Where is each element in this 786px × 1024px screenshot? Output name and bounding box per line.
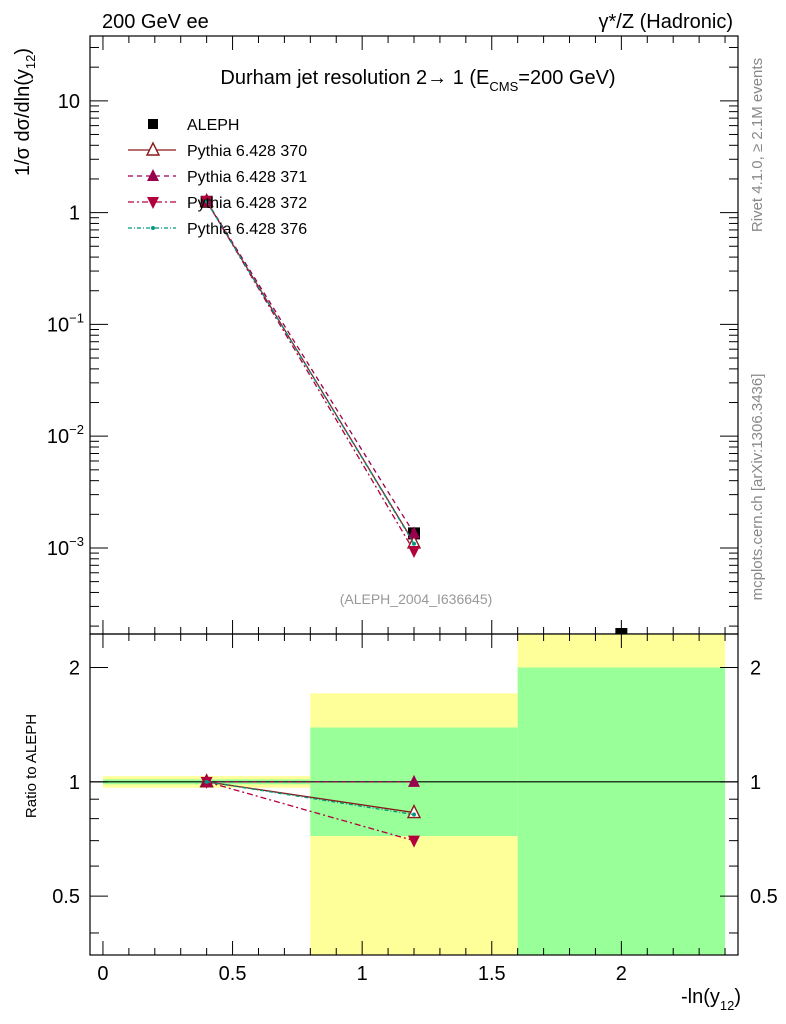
ratio-series-0-line <box>206 781 415 814</box>
rivet-version-label: Rivet 4.1.0, ≥ 2.1M events <box>749 58 766 232</box>
legend-marker-4 <box>151 226 155 230</box>
ratio-series-2-point-1 <box>408 835 420 848</box>
main-y-axis-label: 1/σ dσ/dln(y12) <box>12 48 38 176</box>
x-label-tail: ) <box>734 986 741 1008</box>
analysis-id-label: (ALEPH_2004_I636645) <box>340 591 493 607</box>
tick-base: 10 <box>47 426 69 448</box>
main-series-4-line <box>206 201 415 545</box>
tick-exponent: −1 <box>69 310 84 325</box>
ratio-series-2-line <box>206 781 415 842</box>
ratio-panel: 0 0.5 1 1.5 2 0.5 0.5 1 1 2 2 <box>52 633 778 985</box>
ratio-y-tick-label: 2 <box>69 657 80 679</box>
chart-title-tail: =200 GeV) <box>518 67 615 89</box>
main-series-3-point-1 <box>408 545 420 558</box>
ratio-series-3-point-0 <box>204 779 209 784</box>
main-y-tick-label: 10−2 <box>47 422 84 448</box>
header-energy-label: 200 GeV ee <box>102 11 209 33</box>
x-axis-label: -ln(y12) <box>681 986 741 1013</box>
x-tick-label: 0.5 <box>219 963 247 985</box>
main-series-2-line <box>206 200 415 534</box>
x-tick-label: 2 <box>616 963 627 985</box>
main-y-tick-label: 10 <box>58 91 80 113</box>
tick-base: 10 <box>47 538 69 560</box>
ratio-y-axis-label: Ratio to ALEPH <box>23 714 40 818</box>
x-label-main: -ln(y <box>681 986 720 1008</box>
chart-title: Durham jet resolution 2→ 1 (ECMS=200 GeV… <box>220 67 615 94</box>
x-tick-label: 1 <box>357 963 368 985</box>
tick-exponent: −2 <box>69 422 84 437</box>
legend-label-1: Pythia 6.428 370 <box>187 143 307 160</box>
main-series-4-point-1 <box>412 541 416 546</box>
ratio-y-tick-label: 1 <box>69 772 80 794</box>
chart-title-sub: CMS <box>489 79 518 94</box>
ratio-series-3-point-1 <box>412 812 416 817</box>
main-y-label-main: 1/σ dσ/dln(y <box>12 69 34 176</box>
chart-title-main: Durham jet resolution 2→ 1 (E <box>220 67 489 89</box>
x-tick-label: 0 <box>97 963 108 985</box>
legend-label-2: Pythia 6.428 371 <box>187 169 307 186</box>
tick-base: 10 <box>47 314 69 336</box>
header-process-label: γ*/Z (Hadronic) <box>599 11 733 33</box>
main-y-label-sub: 12 <box>23 55 38 69</box>
ratio-series-3-line <box>206 781 415 816</box>
ratio-series-0-point-1 <box>406 803 422 819</box>
main-series-3-line <box>206 200 415 552</box>
ratio-y-tick-label-right: 2 <box>750 657 761 679</box>
main-y-tick-label: 10−1 <box>47 310 84 336</box>
mcplots-label: mcplots.cern.ch [arXiv:1306.3436] <box>749 374 766 601</box>
main-series-4-point-0 <box>204 199 209 204</box>
main-series-2-point-1 <box>408 526 420 539</box>
legend-marker-0 <box>148 119 158 129</box>
legend-label-0: ALEPH <box>187 117 239 134</box>
legend-label-4: Pythia 6.428 376 <box>187 221 307 238</box>
ratio-band-inner-2 <box>517 667 726 955</box>
legend-marker-2 <box>147 169 159 181</box>
main-y-tick-label: 10−3 <box>47 534 84 560</box>
main-y-tick-label: 1 <box>69 203 80 225</box>
tick-exponent: −3 <box>69 534 84 549</box>
legend: ALEPH Pythia 6.428 370 Pythia 6.428 371 Pyt… <box>128 117 307 238</box>
ratio-y-tick-label-right: 1 <box>750 772 761 794</box>
main-y-label-tail: ) <box>12 48 34 55</box>
ratio-y-tick-label-right: 0.5 <box>750 886 778 908</box>
legend-label-3: Pythia 6.428 372 <box>187 195 307 212</box>
x-tick-label: 1.5 <box>478 963 506 985</box>
x-label-sub: 12 <box>720 998 734 1013</box>
legend-marker-1 <box>145 141 161 156</box>
ratio-series-1-point-1 <box>408 774 420 787</box>
ratio-y-tick-label: 0.5 <box>52 886 80 908</box>
legend-marker-3 <box>147 197 159 209</box>
